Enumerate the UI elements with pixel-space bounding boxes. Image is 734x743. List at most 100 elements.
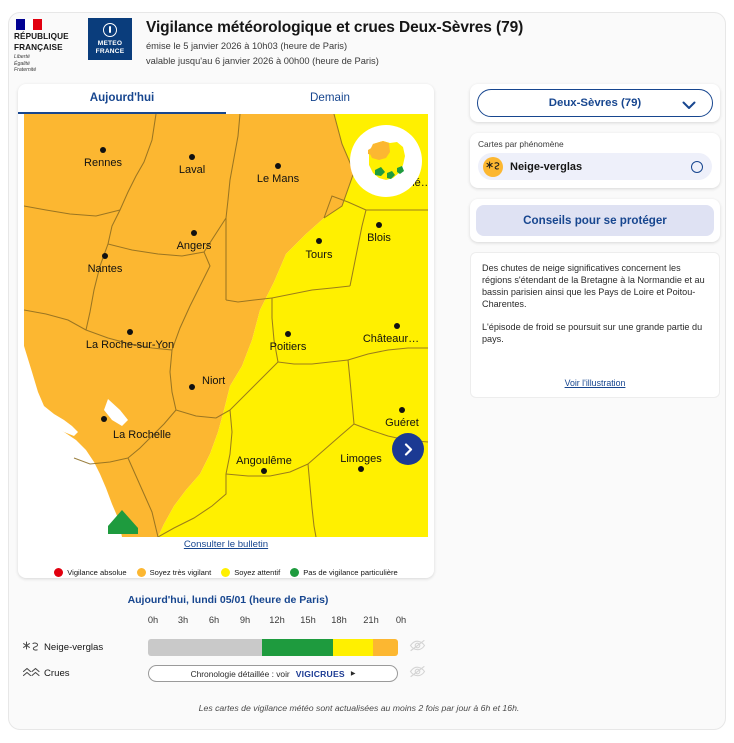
hour-tick-3: 9h [239,615,251,625]
svg-text:Châteaur…: Châteaur… [363,333,419,345]
hour-tick-6: 18h [331,615,347,625]
validity-time: valable jusqu'au 6 janvier 2026 à 00h00 … [146,56,379,67]
hour-tick-8: 0h [395,615,407,625]
hour-axis: 0h 3h 6h 9h 12h 15h 18h 21h 0h [18,615,438,633]
vigilance-map[interactable]: Rennes Laval Le Mans Orlé… Angers Nantes… [24,114,428,537]
chronology-section: Aujourd'hui, lundi 05/01 (heure de Paris… [18,594,438,685]
emission-time: émise le 5 janvier 2026 à 10h03 (heure d… [146,41,348,51]
legend-label-orange: Soyez très vigilant [149,568,212,577]
legend-item-vert: Pas de vigilance particulière [290,568,398,577]
chronology-title: Aujourd'hui, lundi 05/01 (heure de Paris… [127,594,329,606]
eye-off-icon [409,639,425,651]
hour-tick-7: 21h [363,615,379,625]
consulter-bulletin-link[interactable]: Consulter le bulletin [183,539,269,550]
chronology-row-label-crues: Crues [44,668,70,679]
phenomena-card: Cartes par phénomène Neige-verglas [470,133,720,188]
hour-tick-2: 6h [208,615,220,625]
page-header: RÉPUBLIQUE FRANÇAISE Liberté Égalité Frate… [14,16,704,73]
svg-text:Limoges: Limoges [340,453,382,465]
chronology-row-neige-verglas: Neige-verglas [18,636,438,659]
department-dropdown[interactable]: Deux-Sèvres (79) [477,89,713,117]
vigicrues-brand-label: VIGICRUES [295,668,345,679]
legend-dot-green-icon [290,568,300,577]
day-tabs: Aujourd'hui Demain [18,84,434,114]
legend-item-orange: Soyez très vigilant [136,568,212,577]
chronology-bar-area-crues: Chronologie détaillée : voir VIGICRUES ▶ [148,665,398,682]
svg-text:La Roche-sur-Yon: La Roche-sur-Yon [86,339,174,351]
chevron-right-icon [404,442,412,456]
advice-card: Conseils pour se protéger [470,199,720,242]
next-day-arrow-button[interactable] [392,433,424,465]
meteo-france-logo: METEO FRANCE [88,18,132,60]
svg-text:Guéret: Guéret [385,417,419,429]
rf-logo-line2: FRANÇAISE [14,43,63,53]
legend-label-vert: Pas de vigilance particulière [303,568,398,577]
snow-ice-icon [18,640,44,656]
svg-text:Nantes: Nantes [88,263,123,275]
svg-text:Angers: Angers [177,240,212,252]
city-markers: Rennes Laval Le Mans Orlé… Angers Nantes… [84,147,428,474]
meteo-france-glyph-icon [103,23,117,38]
phenomenon-item-neige-verglas[interactable]: Neige-verglas [478,153,712,180]
legend-dot-red-icon [54,568,64,577]
snow-ice-icon [483,156,503,177]
svg-text:Niort: Niort [202,375,225,387]
department-selector-card: Deux-Sèvres (79) [470,84,720,122]
vigicrues-link-button[interactable]: Chronologie détaillée : voir VIGICRUES ▶ [148,665,398,682]
bar-segment-green [261,639,333,656]
mf-logo-line1: METEO [97,40,123,48]
rf-logo-line1: RÉPUBLIQUE [14,32,69,41]
eye-off-icon [409,665,425,677]
svg-text:Le Mans: Le Mans [257,173,300,185]
chronology-bar-neige[interactable] [148,639,398,656]
hour-tick-4: 12h [269,615,285,625]
page-title: Vigilance météorologique et crues Deux-S… [146,19,524,36]
chronology-row-crues: Crues Chronologie détaillée : voir VIGIC… [18,662,438,685]
legend-dot-yellow-icon [221,568,231,577]
chevron-down-icon [682,97,696,115]
bar-segment-orange [373,639,398,656]
phenomenon-label: Neige-verglas [510,160,583,173]
svg-text:Poitiers: Poitiers [270,341,307,353]
header-text-block: Vigilance météorologique et crues Deux-S… [146,16,523,68]
legend-item-jaune: Soyez attentif [221,568,280,577]
vigicrues-prefix-text: Chronologie détaillée : voir [190,668,290,679]
description-paragraph-1: Des chutes de neige significatives conce… [482,263,705,309]
french-flag-icon [16,19,43,30]
toggle-visibility-neige-button[interactable] [398,639,436,657]
map-legend: Vigilance absolue Soyez très vigilant So… [18,568,434,577]
tab-demain[interactable]: Demain [310,91,350,104]
svg-text:Laval: Laval [179,164,205,176]
legend-label-jaune: Soyez attentif [234,568,281,577]
toggle-visibility-crues-button[interactable] [398,665,436,683]
rf-logo-motto: Liberté Égalité Fraternité [14,54,37,73]
right-panel: Deux-Sèvres (79) Cartes par phénomène [470,84,720,398]
france-overview-thumbnail[interactable] [350,125,422,197]
update-footnote: Les cartes de vigilance météo sont actua… [198,703,520,713]
legend-dot-orange-icon [136,568,146,577]
france-mini-map-icon [368,141,405,180]
chronology-row-label-neige: Neige-verglas [44,642,104,653]
svg-text:Rennes: Rennes [84,157,122,169]
phenomena-card-title: Cartes par phénomène [478,139,564,149]
svg-text:Angoulême: Angoulême [236,455,292,467]
svg-text:La Rochelle: La Rochelle [113,429,171,441]
conseils-protection-button[interactable]: Conseils pour se protéger [476,205,714,236]
legend-label-rouge: Vigilance absolue [67,568,127,577]
chronology-bar-area-neige [148,639,398,656]
voir-illustration-link[interactable]: Voir l'illustration [564,378,626,388]
svg-text:Tours: Tours [306,249,333,261]
bar-segment-yellow [333,639,373,656]
svg-text:Blois: Blois [367,232,391,244]
tab-aujourdhui[interactable]: Aujourd'hui [18,84,226,114]
description-card: Des chutes de neige significatives conce… [470,252,720,398]
flood-waves-icon [18,666,44,682]
hour-tick-0: 0h [147,615,159,625]
hour-tick-1: 3h [177,615,189,625]
bar-segment-unknown [148,639,262,656]
phenomenon-radio-button[interactable] [691,160,703,173]
description-paragraph-2: L'épisode de froid se poursuit sur une g… [482,321,703,344]
triangle-right-icon: ▶ [350,671,356,677]
mf-logo-line2: FRANCE [95,47,125,55]
